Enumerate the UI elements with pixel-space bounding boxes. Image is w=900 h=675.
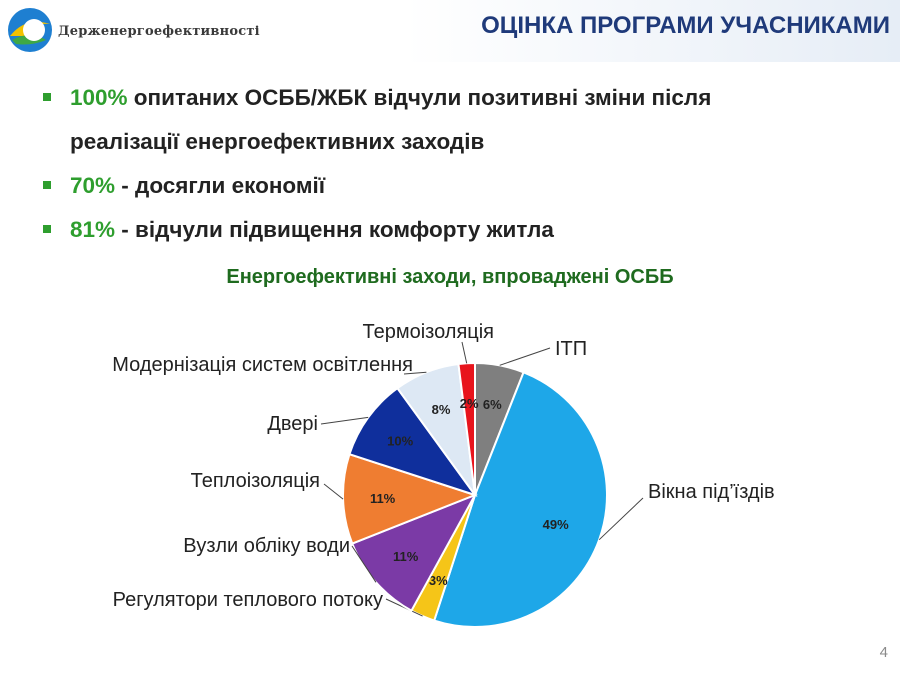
finding-text: реалізації енергоефективних заходів (70, 129, 485, 154)
leader-line (403, 371, 427, 375)
slice-category-label: Теплоізоляція (191, 470, 320, 492)
finding-bullet: 70% - досягли економії (40, 164, 880, 208)
slice-category-label: Вікна під’їздів (648, 481, 775, 503)
finding-bullet: 100% опитаних ОСББ/ЖБК відчули позитивні… (40, 76, 880, 120)
bullet-square-icon (43, 225, 51, 233)
slice-value-label: 11% (393, 549, 419, 564)
finding-percent: 100% (70, 85, 128, 110)
finding-bullet: 81% - відчули підвищення комфорту житла (40, 208, 880, 252)
slice-value-label: 3% (429, 573, 448, 588)
slice-category-label: Вузли обліку води (183, 535, 350, 557)
pie-slice (432, 370, 608, 628)
slice-category-label: ІТП (555, 338, 587, 360)
slice-value-label: 10% (387, 434, 413, 449)
slice-category-label: Регулятори теплового потоку (113, 589, 383, 611)
slice-category-label: Двері (267, 413, 318, 435)
slice-category-label: Модернізація систем освітлення (112, 354, 413, 376)
page-number: 4 (879, 644, 888, 661)
slice-value-label: 6% (483, 397, 502, 412)
org-name: Держенергоефективності (58, 24, 260, 39)
finding-continuation: реалізації енергоефективних заходів (40, 120, 880, 164)
finding-percent: 81% (70, 217, 116, 242)
leader-line (320, 416, 369, 425)
slice-value-label: 8% (432, 402, 451, 417)
finding-percent: 70% (70, 173, 116, 198)
chart-title: Енергоефективні заходи, впроваджені ОСББ (226, 266, 674, 288)
finding-text: опитаних ОСББ/ЖБК відчули позитивні змін… (127, 85, 712, 110)
agency-logo-icon (8, 8, 52, 52)
slice-value-label: 49% (543, 517, 569, 532)
slice-value-label: 2% (460, 396, 479, 411)
slice-value-label: 11% (370, 491, 396, 506)
finding-text: - відчули підвищення комфорту житла (115, 217, 554, 242)
slice-category-label: Термоізоляція (362, 321, 494, 343)
measures-pie-chart: 6% ІТП 49% Вікна під’їздів 3% Регулятори тепл… (112, 321, 775, 628)
leader-line (499, 347, 551, 366)
leader-line (323, 483, 344, 500)
pie-slice (342, 452, 478, 545)
bullet-square-icon (43, 93, 51, 101)
bullet-square-icon (43, 181, 51, 189)
leader-line (351, 545, 377, 583)
leader-line (461, 341, 468, 364)
finding-text: - досягли економії (115, 173, 326, 198)
key-findings-list: 100% опитаних ОСББ/ЖБК відчули позитивні… (40, 76, 880, 252)
pie-slice (348, 386, 478, 497)
leader-line (598, 497, 644, 541)
slide-header: Держенергоефективності ОЦІНКА ПРОГРАМИ У… (0, 0, 900, 62)
slide-title: ОЦІНКА ПРОГРАМИ УЧАСНИКАМИ (481, 12, 890, 39)
